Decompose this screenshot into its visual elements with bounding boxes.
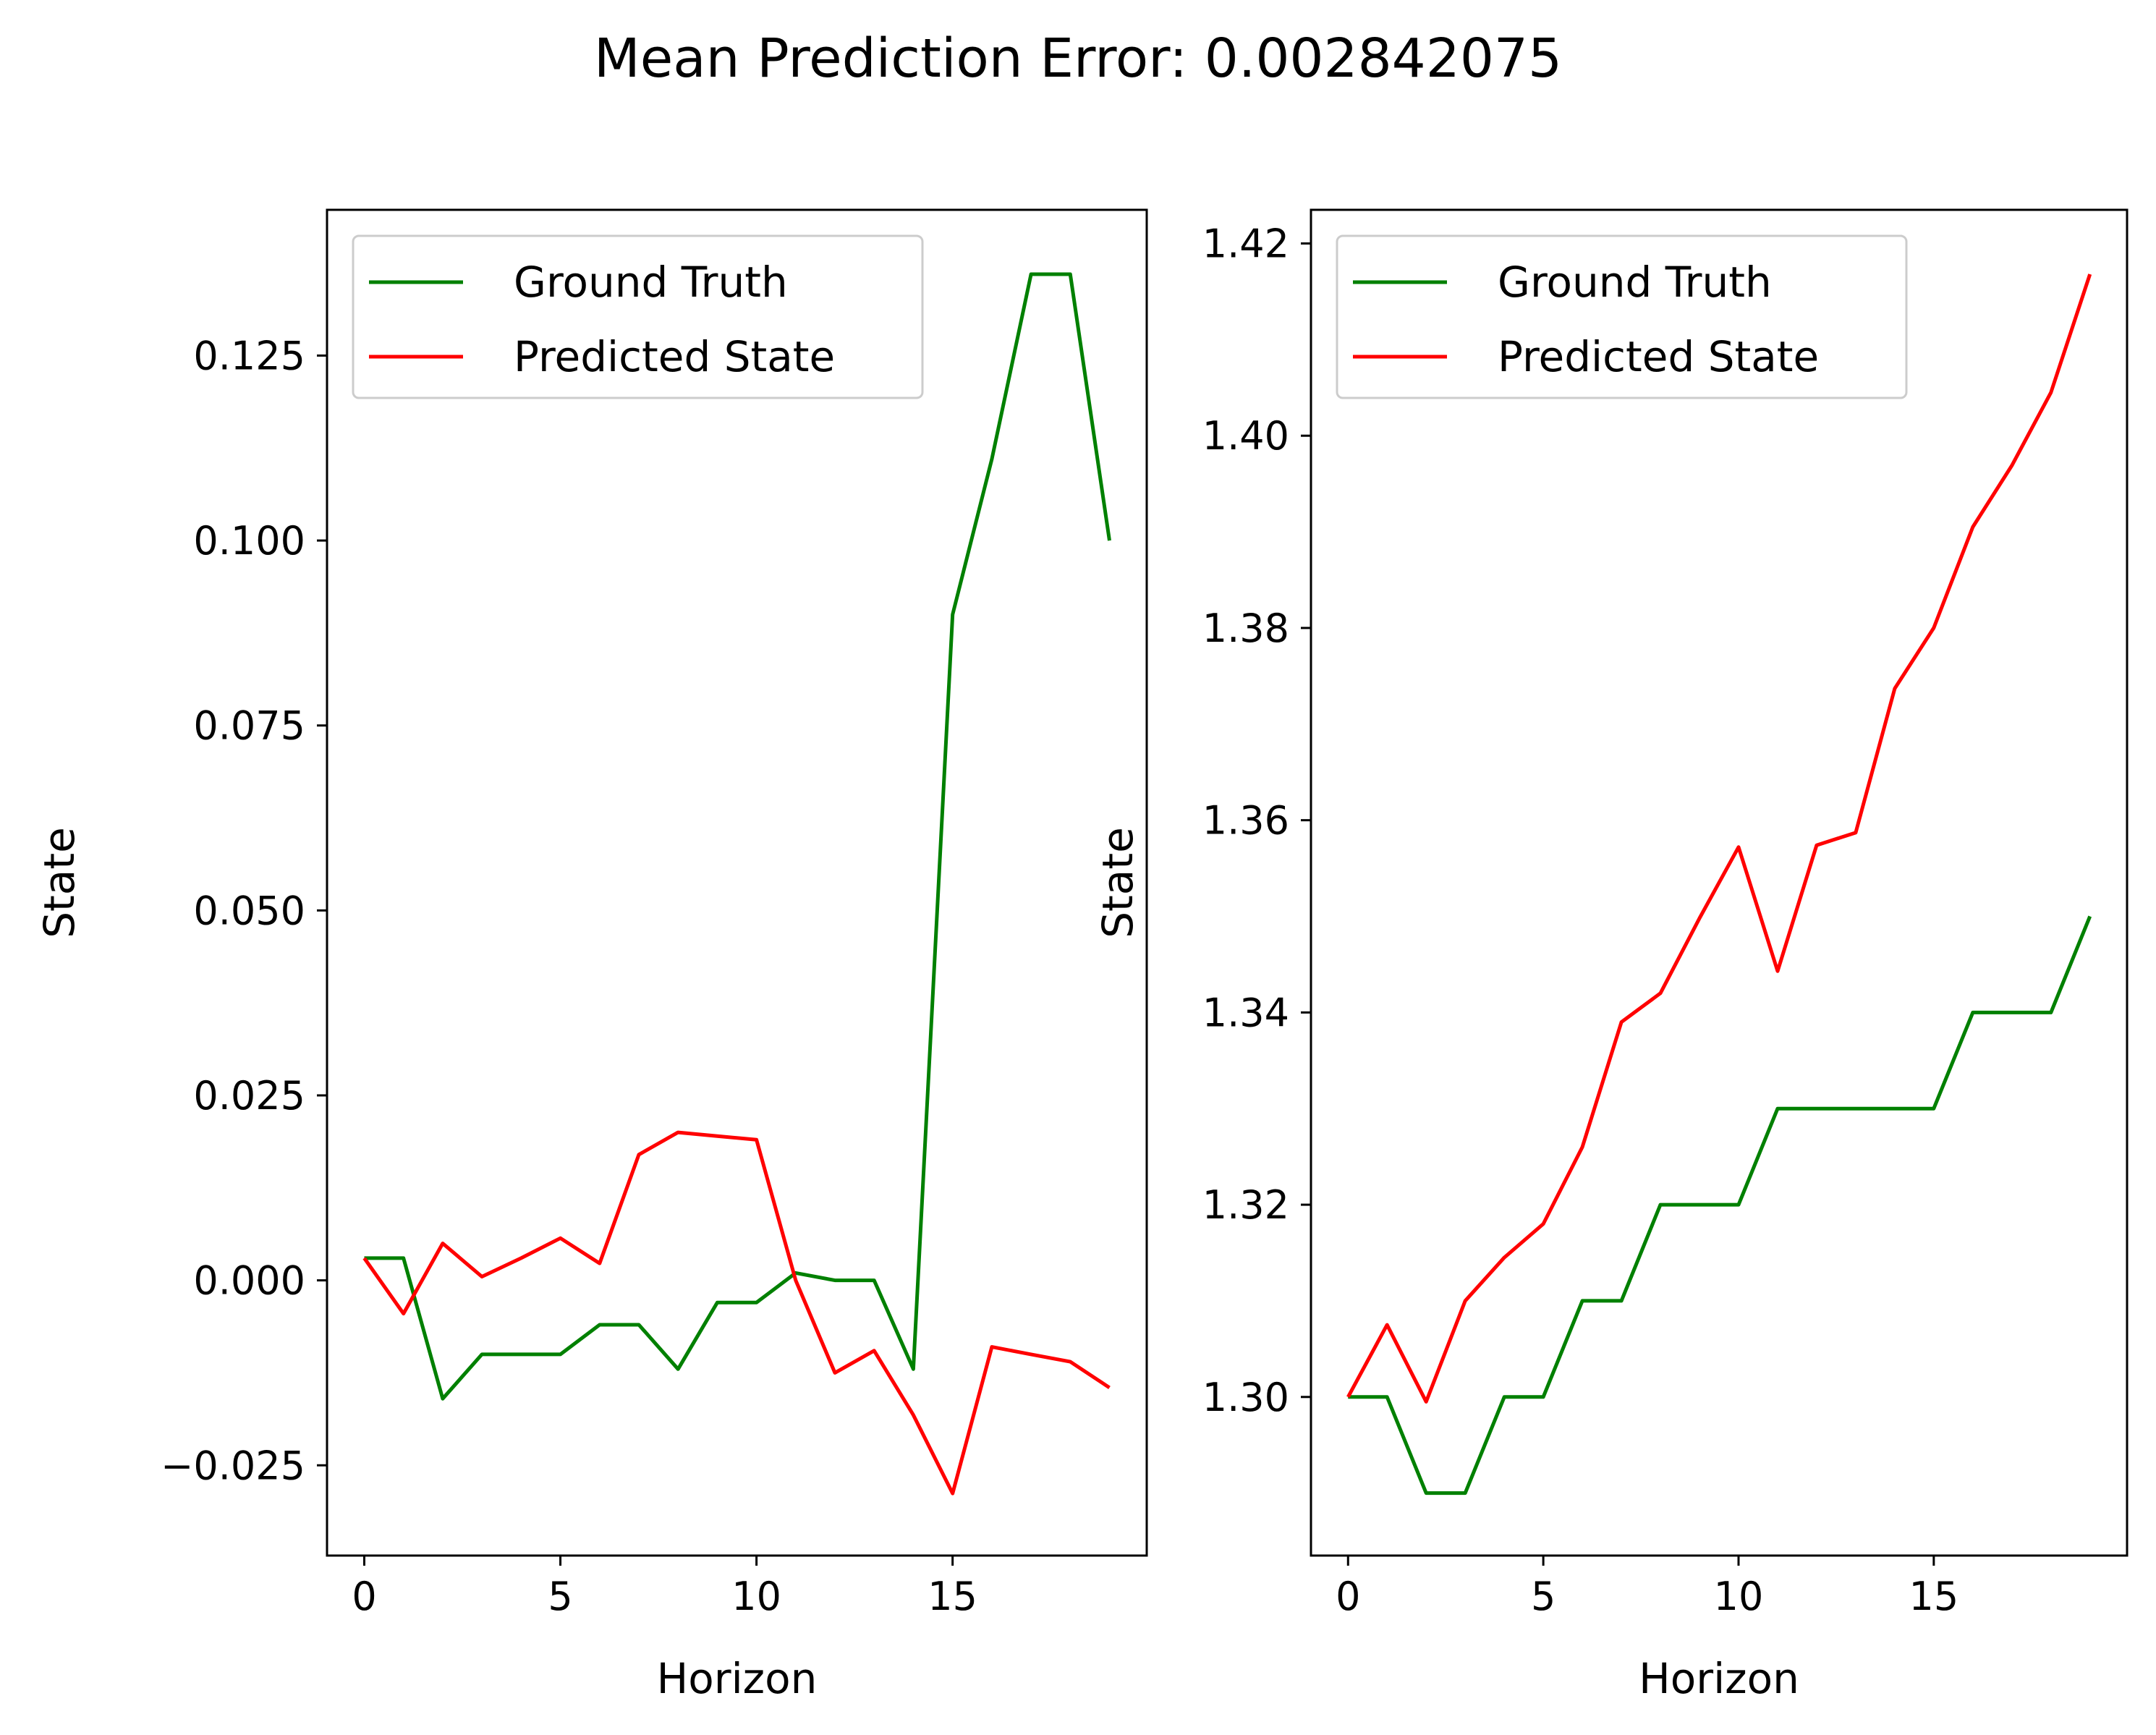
left-y-axis-label: State — [35, 827, 84, 938]
left-y-tick-label: 0.050 — [193, 888, 305, 933]
left-legend-box — [352, 234, 924, 399]
left-x-tick-label: 0 — [352, 1574, 376, 1619]
right-legend: Ground Truth Predicted State — [1336, 234, 1908, 399]
left-legend-label-predicted-state: Predicted State — [514, 332, 835, 381]
right-y-tick-label: 1.34 — [1202, 990, 1289, 1035]
right-y-tick-label: 1.30 — [1202, 1375, 1289, 1420]
right-legend-box — [1336, 234, 1908, 399]
right-legend-label-ground-truth: Ground Truth — [1498, 258, 1772, 307]
right-y-tick-label: 1.32 — [1202, 1182, 1289, 1228]
right-x-tick-label: 5 — [1531, 1574, 1556, 1619]
left-x-tick-label: 10 — [731, 1574, 781, 1619]
left-legend-label-ground-truth: Ground Truth — [514, 258, 788, 307]
right-y-tick-label: 1.40 — [1202, 413, 1289, 459]
left-y-tick-label: 0.075 — [193, 703, 305, 749]
left-x-tick-label: 15 — [928, 1574, 977, 1619]
right-series-predicted-state-line — [1346, 273, 2092, 1404]
left-x-axis-label: Horizon — [657, 1654, 818, 1703]
right-y-tick-label: 1.36 — [1202, 798, 1289, 844]
left-y-tick-label: −0.025 — [161, 1443, 305, 1488]
right-x-tick-label: 10 — [1714, 1574, 1764, 1619]
left-axes-frame — [326, 208, 1148, 1557]
left-x-tick-label: 5 — [548, 1574, 572, 1619]
left-series-predicted-state-line — [362, 1130, 1111, 1496]
right-y-tick-label: 1.42 — [1202, 221, 1289, 267]
right-chart: 0 5 10 15 1.30 1.32 1.34 1.36 1.38 1.40 1.42 Horizo… — [1093, 208, 2129, 1703]
left-y-tick-label: 0.125 — [193, 333, 305, 378]
right-x-tick-label: 0 — [1336, 1574, 1360, 1619]
left-y-tick-label: 0.100 — [193, 518, 305, 564]
left-y-tick-label: 0.000 — [193, 1258, 305, 1304]
right-y-axis-label: State — [1093, 827, 1142, 938]
right-series-ground-truth-line — [1348, 915, 2092, 1496]
right-x-axis-label: Horizon — [1639, 1654, 1799, 1703]
right-x-tick-label: 15 — [1909, 1574, 1958, 1619]
left-legend: Ground Truth Predicted State — [352, 234, 924, 399]
left-series-ground-truth-line — [364, 272, 1111, 1401]
right-y-tick-label: 1.38 — [1202, 606, 1289, 651]
right-axes-frame — [1310, 208, 2129, 1557]
left-chart: 0 5 10 15 −0.025 0.000 0.025 0.050 0.075 0.100 0.1… — [35, 208, 1148, 1703]
left-y-tick-label: 0.025 — [193, 1073, 305, 1119]
right-legend-label-predicted-state: Predicted State — [1498, 332, 1819, 381]
figure-title: Mean Prediction Error: 0.002842075 — [593, 27, 1563, 90]
